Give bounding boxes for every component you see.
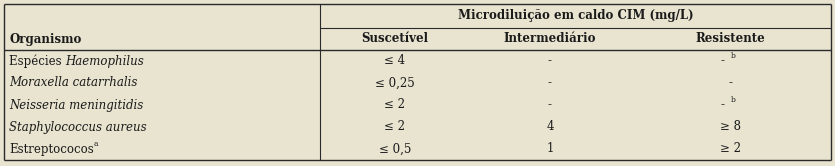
Text: -: - [548,98,552,112]
Text: b: b [731,96,736,104]
Text: 4: 4 [546,121,554,133]
Text: ≥ 8: ≥ 8 [720,121,741,133]
Text: ≤ 4: ≤ 4 [384,54,406,68]
Text: ≤ 2: ≤ 2 [384,121,406,133]
Text: ≤ 2: ≤ 2 [384,98,406,112]
Text: -: - [721,54,725,68]
Text: Suscetível: Suscetível [362,33,428,45]
Text: -: - [548,54,552,68]
Text: -: - [721,98,725,112]
Text: Haemophilus: Haemophilus [65,54,144,68]
Text: Intermediário: Intermediário [504,33,596,45]
Text: a: a [94,140,99,148]
Text: -: - [728,77,732,89]
Text: Espécies: Espécies [9,54,65,68]
Text: Microdiluição em caldo CIM (mg/L): Microdiluição em caldo CIM (mg/L) [458,9,693,23]
Text: Resistente: Resistente [696,33,766,45]
Text: ≤ 0,5: ≤ 0,5 [379,142,411,156]
Text: ≤ 0,25: ≤ 0,25 [375,77,415,89]
Text: -: - [548,77,552,89]
Text: 1: 1 [546,142,554,156]
Text: Organismo: Organismo [9,33,81,45]
Text: ≥ 2: ≥ 2 [720,142,741,156]
Text: Staphylococcus aureus: Staphylococcus aureus [9,121,147,133]
Text: Moraxella catarrhalis: Moraxella catarrhalis [9,77,138,89]
Text: Estreptococos: Estreptococos [9,142,94,156]
Text: b: b [731,52,736,60]
Text: Neisseria meningitidis: Neisseria meningitidis [9,98,144,112]
